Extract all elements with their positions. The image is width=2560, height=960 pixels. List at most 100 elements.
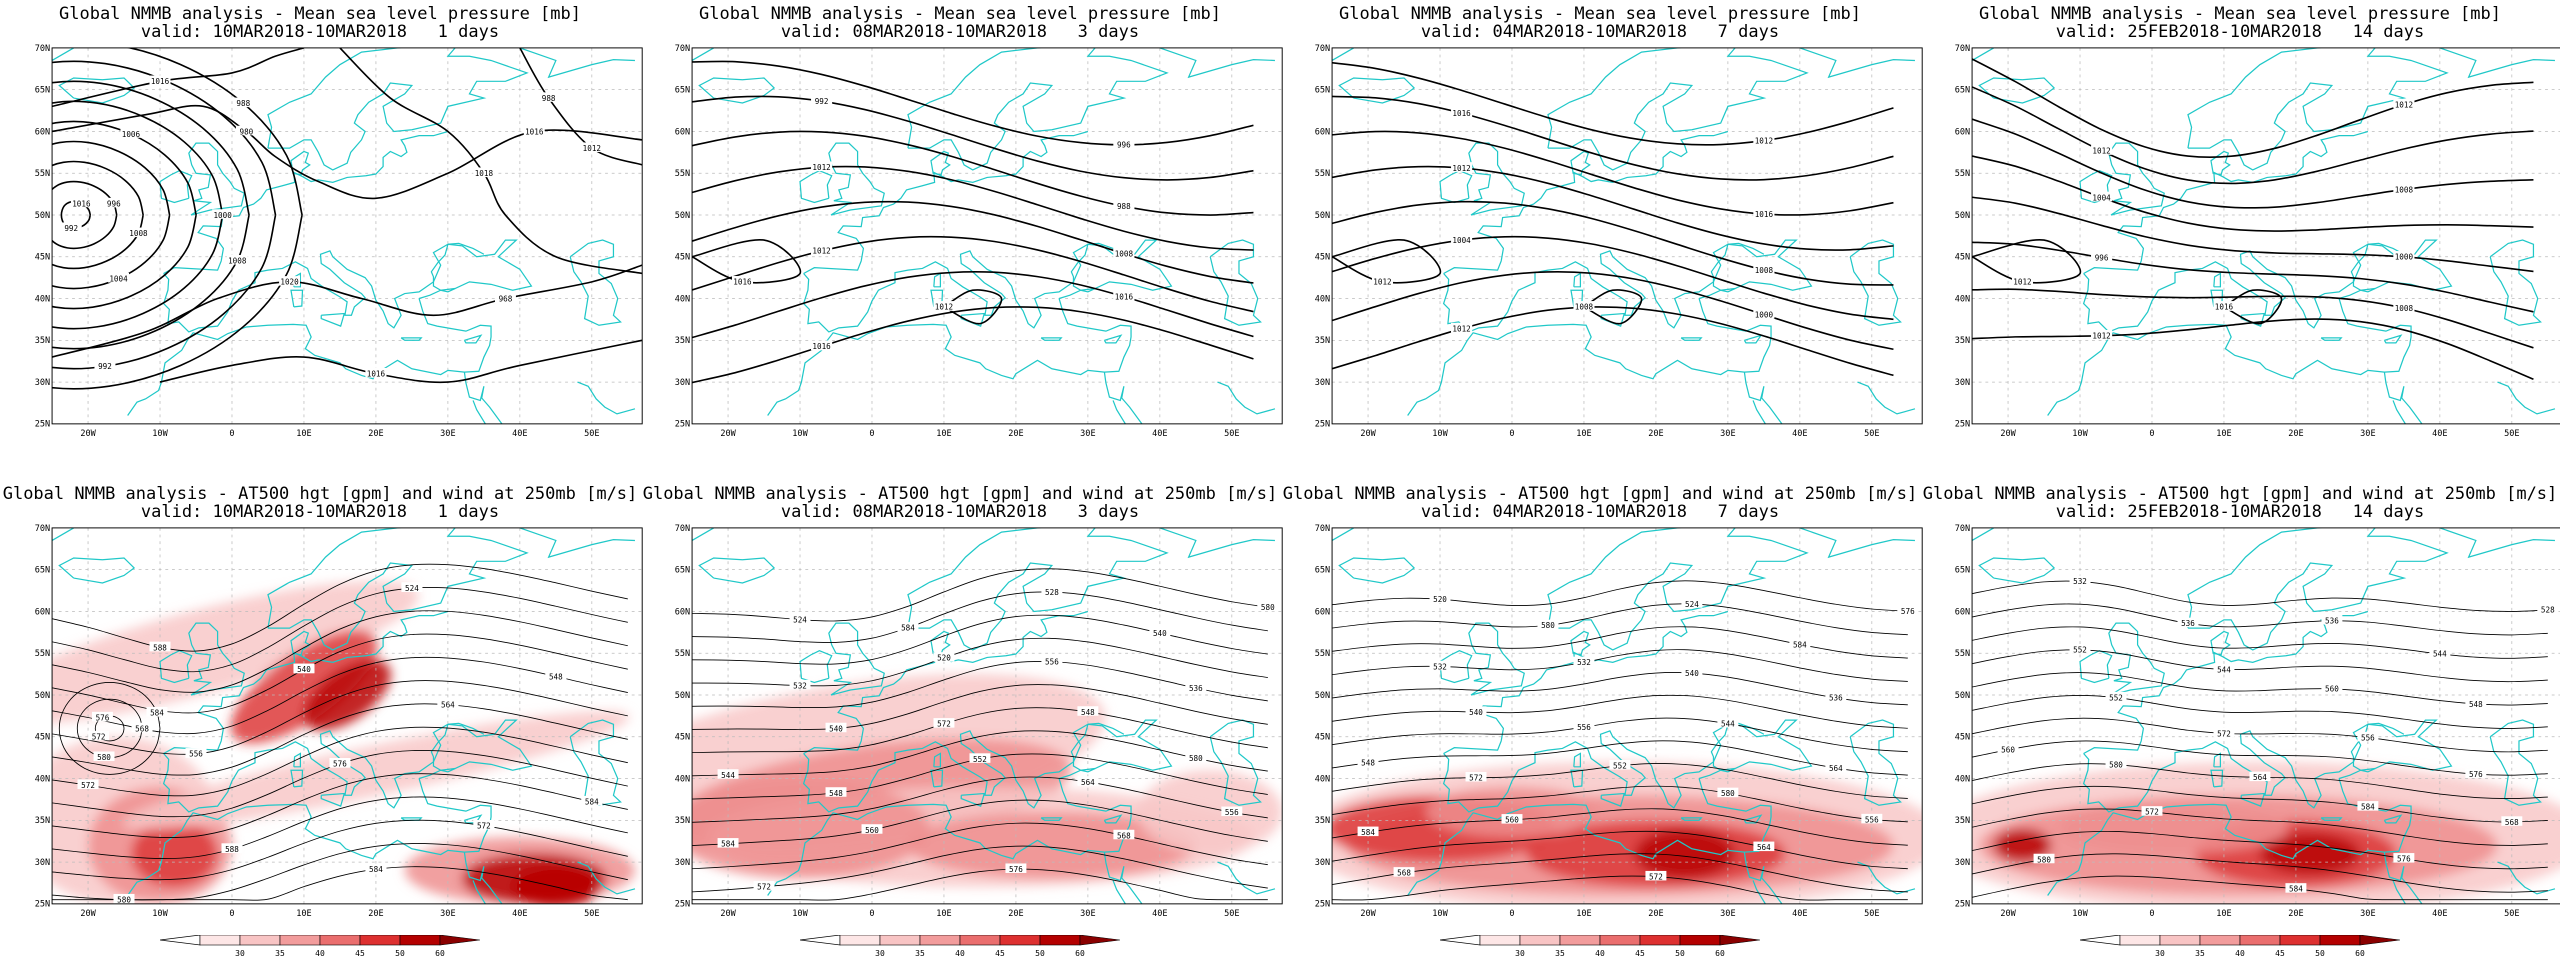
lon-tick-label: 20W (1360, 909, 1376, 919)
lat-tick-label: 30N (35, 378, 50, 388)
contour-labels: 532 536 544 548 552 556 560 564 568 572 576 580 584 5… (1997, 575, 2559, 894)
colorbar-swatch (239, 935, 281, 946)
lon-tick-label: 20W (720, 909, 736, 919)
lon-tick-label: 30E (1080, 909, 1095, 919)
colorbar-swatch (2159, 935, 2201, 946)
contour-label: 528 (2541, 606, 2555, 615)
lat-tick-label: 40N (675, 774, 690, 784)
contour-label: 532 (1577, 658, 1591, 667)
lat-tick-label: 60N (1955, 607, 1970, 617)
contour-label: 1008 (1755, 266, 1774, 275)
colorbar-swatch (2119, 935, 2161, 946)
map-canvas: 1024102010161012100810041016102010241012… (1955, 44, 2560, 439)
lon-tick-label: 30E (2360, 429, 2375, 439)
panel-title: Global NMMB analysis - AT500 hgt [gpm] a… (1282, 484, 1918, 504)
contour-label: 572 (1469, 774, 1483, 783)
contour-label: 536 (2181, 619, 2195, 628)
lon-tick-label: 20W (80, 909, 96, 919)
contour-label: 568 (1397, 869, 1411, 878)
contour-label: 1016 (367, 370, 386, 379)
panel-valid-range: valid: 04MAR2018-10MAR2018 7 days (1420, 22, 1780, 42)
lat-tick-label: 65N (1315, 86, 1330, 96)
contour-label: 588 (153, 643, 167, 652)
lat-tick-label: 25N (675, 900, 690, 910)
colorbar-swatch (1039, 935, 1081, 946)
contour-label: 1012 (812, 247, 830, 256)
contour-label: 580 (1541, 621, 1555, 630)
graticule (52, 47, 643, 424)
z500-wind-map-panel: Global NMMB analysis - AT500 hgt [gpm] a… (0, 480, 643, 960)
lat-tick-label: 70N (1315, 524, 1330, 534)
contour-label: 992 (98, 362, 112, 371)
wind-speed-colorbar: 30 35 40 45 50 60 (2080, 935, 2400, 957)
contour-label: 548 (1361, 759, 1375, 768)
contour-label: 556 (1865, 815, 1879, 824)
graticule (1332, 527, 1923, 904)
lon-tick-label: 20E (1648, 909, 1663, 919)
contour-label: 524 (1685, 600, 1699, 609)
lon-tick-label: 10W (792, 909, 808, 919)
contour-label: 988 (1117, 202, 1131, 211)
lon-tick-label: 30E (440, 909, 455, 919)
lat-tick-label: 70N (675, 524, 690, 534)
lat-tick-label: 65N (35, 86, 50, 96)
contour-label: 572 (757, 883, 771, 892)
contour-label: 536 (1189, 684, 1203, 693)
lon-tick-label: 30E (440, 429, 455, 439)
panel-valid-range: valid: 08MAR2018-10MAR2018 3 days (780, 502, 1140, 522)
lon-tick-label: 50E (1864, 429, 1879, 439)
lat-tick-label: 30N (1955, 378, 1970, 388)
colorbar-swatch (199, 935, 241, 946)
lon-tick-label: 50E (1224, 429, 1239, 439)
contour-label: 1012 (583, 144, 601, 153)
contour-label: 580 (1721, 789, 1735, 798)
contour-label: 552 (2109, 693, 2123, 702)
lon-tick-label: 0 (2149, 909, 2154, 919)
colorbar-swatch (839, 935, 881, 946)
lat-tick-label: 45N (1955, 733, 1970, 743)
contour-label: 524 (405, 584, 419, 593)
contour-label: 1012 (1373, 278, 1391, 287)
contour-label: 552 (973, 755, 987, 764)
contour-label: 552 (2073, 646, 2087, 655)
wind-speed-colorbar: 30 35 40 45 50 60 (1440, 935, 1760, 957)
lat-tick-label: 25N (1955, 900, 1970, 910)
lon-tick-label: 20E (368, 909, 383, 919)
colorbar-label: 40 (1595, 949, 1605, 957)
contour-label: 1004 (1452, 236, 1471, 245)
lon-tick-label: 50E (584, 429, 599, 439)
contour-label: 988 (236, 99, 250, 108)
contour-label: 1008 (1575, 303, 1594, 312)
contour-label: 572 (81, 781, 95, 790)
contour-label: 1016 (733, 278, 752, 287)
lat-tick-label: 65N (1955, 566, 1970, 576)
coastlines (52, 47, 636, 424)
lat-tick-label: 50N (1955, 211, 1970, 221)
contour-label: 528 (1045, 588, 1059, 597)
colorbar-swatch (2319, 935, 2361, 946)
lat-tick-label: 60N (675, 127, 690, 137)
panel-title: Global NMMB analysis - Mean sea level pr… (59, 4, 581, 24)
contour-label: 1012 (812, 163, 830, 172)
contour-label: 544 (721, 771, 735, 780)
contour-labels: 1024102010161012100810041016102010241012… (2011, 98, 2415, 341)
wind-speed-shading (1332, 761, 1923, 904)
lon-tick-label: 20W (1360, 429, 1376, 439)
lat-tick-label: 55N (35, 649, 50, 659)
lon-tick-label: 40E (512, 429, 527, 439)
contour-label: 1016 (1452, 109, 1471, 118)
geopotential-contours (692, 568, 1268, 901)
lat-tick-label: 50N (675, 211, 690, 221)
lat-tick-label: 55N (1315, 649, 1330, 659)
colorbar-swatch (1559, 935, 1601, 946)
contour-label: 580 (2037, 855, 2051, 864)
contour-label: 584 (585, 798, 599, 807)
lat-tick-label: 45N (1315, 253, 1330, 263)
colorbar-swatch (1639, 935, 1681, 946)
contour-label: 1012 (935, 303, 953, 312)
lat-tick-label: 50N (35, 691, 50, 701)
colorbar-label: 45 (2275, 949, 2285, 957)
wind-speed-colorbar: 30 35 40 45 50 60 (800, 935, 1120, 957)
axis-labels: 70N 65N 60N 55N 50N 45N 40N 35N 30N 25N 20W 10W 0 10E… (675, 524, 1240, 919)
lat-tick-label: 45N (675, 253, 690, 263)
